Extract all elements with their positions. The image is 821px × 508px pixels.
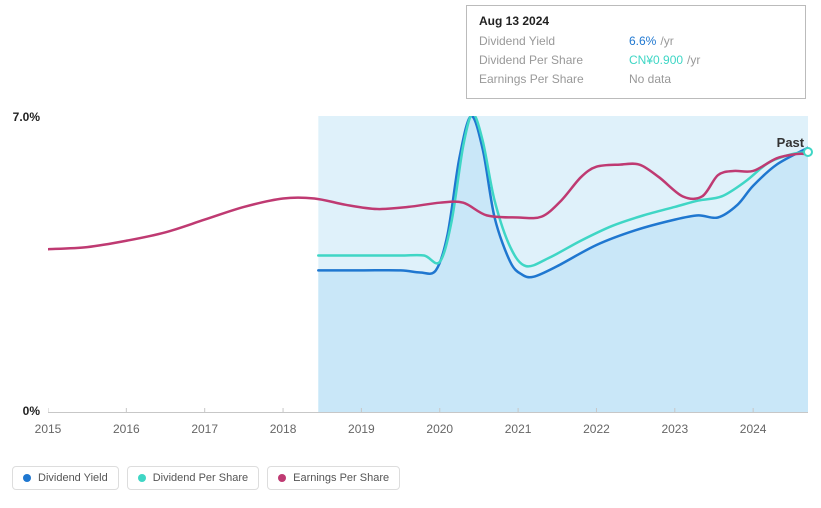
x-tick-label: 2023 — [661, 422, 688, 436]
y-axis-min-label: 0% — [0, 404, 40, 418]
tooltip-row: Dividend Yield6.6% /yr — [479, 32, 793, 51]
legend-dot — [138, 474, 146, 482]
legend-item-dividend-yield[interactable]: Dividend Yield — [12, 466, 119, 490]
tooltip-row-value: No data — [629, 70, 671, 89]
tooltip-row-label: Dividend Per Share — [479, 51, 629, 70]
tooltip-row: Earnings Per ShareNo data — [479, 70, 793, 89]
x-tick-label: 2017 — [191, 422, 218, 436]
legend-label: Earnings Per Share — [293, 472, 389, 484]
tooltip-row-label: Earnings Per Share — [479, 70, 629, 89]
legend-item-earnings-per-share[interactable]: Earnings Per Share — [267, 466, 400, 490]
tooltip-row-value: 6.6% — [629, 32, 656, 51]
tooltip: Aug 13 2024 Dividend Yield6.6%/yrDividen… — [466, 5, 806, 99]
y-axis-max-label: 7.0% — [0, 110, 40, 124]
x-tick-label: 2024 — [740, 422, 767, 436]
tooltip-row-value: CN¥0.900 — [629, 51, 683, 70]
tooltip-row-label: Dividend Yield — [479, 32, 629, 51]
x-axis-baseline — [48, 412, 808, 413]
tooltip-row: Dividend Per ShareCN¥0.900/yr — [479, 51, 793, 70]
x-tick-label: 2015 — [35, 422, 62, 436]
past-label: Past — [777, 135, 804, 150]
x-tick-label: 2021 — [505, 422, 532, 436]
legend-dot — [278, 474, 286, 482]
x-tick-label: 2019 — [348, 422, 375, 436]
legend-dot — [23, 474, 31, 482]
tooltip-date: Aug 13 2024 — [479, 14, 793, 28]
legend-item-dividend-per-share[interactable]: Dividend Per Share — [127, 466, 259, 490]
tooltip-row-suffix: /yr — [687, 51, 700, 70]
tooltip-row-suffix: /yr — [660, 32, 673, 51]
x-tick-label: 2022 — [583, 422, 610, 436]
x-tick-label: 2020 — [426, 422, 453, 436]
x-tick-label: 2016 — [113, 422, 140, 436]
plot-area[interactable]: Past — [48, 116, 808, 412]
x-axis-labels: 2015201620172018201920202021202220232024 — [48, 422, 808, 442]
legend: Dividend Yield Dividend Per Share Earnings… — [12, 466, 400, 490]
chart-container: 7.0% 0% Past 201520162017201820192020202… — [10, 110, 810, 450]
current-point-marker — [803, 147, 813, 157]
x-tick-label: 2018 — [270, 422, 297, 436]
legend-label: Dividend Yield — [38, 472, 108, 484]
legend-label: Dividend Per Share — [153, 472, 248, 484]
